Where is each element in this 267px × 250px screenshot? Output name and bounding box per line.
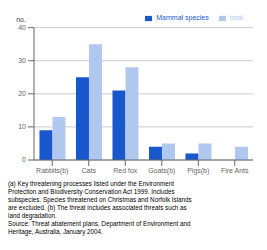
html-text:Protection and Biodiversity Co: Protection and Biodiversity Conservation… [8, 188, 175, 195]
html-text:subspecies. Species threatened: subspecies. Species threatened on Christ… [8, 196, 192, 203]
svg-text:Red fox: Red fox [113, 167, 138, 174]
svg-text:Cats: Cats [82, 167, 97, 174]
html-text:are excluded. (b) The threat i: are excluded. (b) The threat includes as… [8, 204, 187, 211]
html-text:Source: Threat abatement plans: Source: Threat abatement plans, Departme… [8, 220, 191, 227]
svg-text:30: 30 [18, 57, 26, 64]
svg-text:Fire Ants: Fire Ants [221, 167, 249, 174]
html-text:Heritage, Australia, January 2: Heritage, Australia, January 2004. [8, 228, 103, 235]
html-text:(a) Key threatening processes: (a) Key threatening processes listed und… [8, 180, 174, 187]
svg-text:20: 20 [18, 90, 26, 97]
svg-text:40: 40 [18, 24, 26, 31]
svg-text:Pigs(b): Pigs(b) [187, 167, 209, 175]
html-text:land degradation.: land degradation. [8, 212, 57, 219]
svg-text:0: 0 [22, 156, 26, 163]
svg-text:Rabbits(b): Rabbits(b) [36, 167, 68, 175]
svg-text:Goats(b): Goats(b) [148, 167, 175, 175]
html-text:total: total [229, 14, 243, 21]
svg-text:10: 10 [18, 123, 26, 130]
svg-text:no.: no. [16, 16, 26, 23]
html-text:Mammal species: Mammal species [156, 14, 209, 21]
